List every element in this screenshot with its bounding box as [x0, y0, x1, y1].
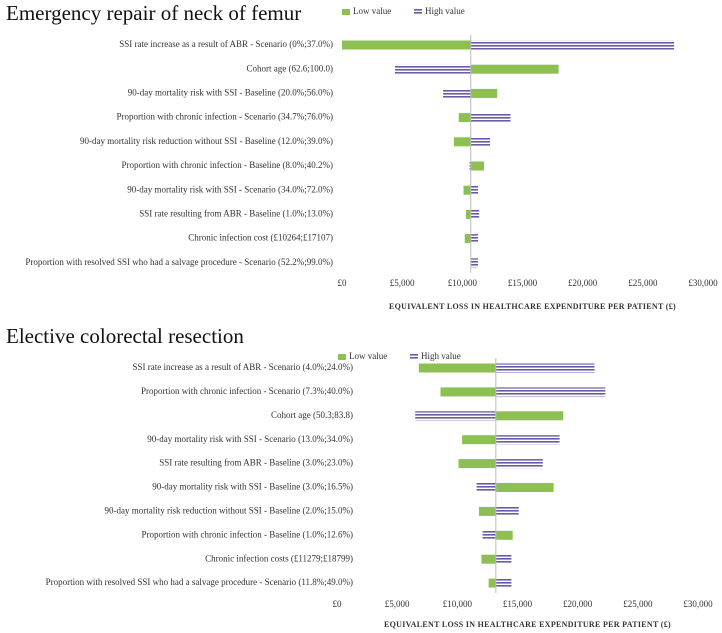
category-label: 90-day mortality risk reduction without … [80, 136, 333, 146]
category-label: SSI rate resulting from ABR - Baseline (… [159, 458, 353, 468]
bar [470, 185, 478, 195]
bar [495, 554, 512, 564]
bar [463, 185, 471, 195]
bar [482, 530, 496, 540]
bar [458, 459, 496, 469]
x-axis-label: EQUIVALENT LOSS IN HEALTHCARE EXPENDITUR… [389, 302, 676, 311]
x-tick-label: £0 [333, 599, 343, 609]
bar [470, 161, 484, 171]
legend-label: High value [425, 6, 465, 16]
bar [440, 387, 496, 397]
category-label: 90-day mortality risk with SSI - Scenari… [147, 434, 353, 444]
category-label: Proportion with chronic infection - Scen… [117, 112, 333, 122]
chart-title: Elective colorectal resection [6, 324, 244, 348]
category-label: SSI rate resulting from ABR - Baseline (… [139, 208, 333, 218]
category-label: Chronic infection costs (£11279;£18799) [205, 553, 353, 563]
bar [443, 88, 471, 98]
bar [495, 363, 595, 373]
legend-label: Low value [353, 6, 391, 16]
bar [470, 88, 498, 98]
bar [476, 483, 496, 492]
category-label: SSI rate increase as a result of ABR - S… [133, 362, 353, 372]
category-label: SSI rate increase as a result of ABR - S… [119, 39, 333, 49]
bar [415, 411, 496, 421]
bar [470, 64, 559, 74]
bar [464, 234, 471, 244]
legend-swatch [338, 354, 346, 360]
x-tick-label: £5,000 [385, 599, 410, 609]
x-tick-label: £20,000 [563, 599, 593, 609]
x-tick-label: £15,000 [508, 278, 538, 288]
bar [478, 506, 496, 516]
legend-label: Low value [349, 351, 387, 361]
bar [453, 137, 471, 147]
category-label: Cohort age (50.3;83.8) [271, 410, 353, 420]
legend-swatch [410, 354, 418, 360]
x-tick-label: £15,000 [503, 599, 533, 609]
bar [470, 137, 491, 147]
bar [495, 530, 513, 540]
bar [470, 209, 480, 219]
bar [470, 40, 675, 50]
bar [465, 209, 471, 219]
x-tick-label: £25,000 [628, 278, 658, 288]
bar [495, 578, 512, 588]
category-label: 90-day mortality risk reduction without … [105, 505, 353, 515]
bar [495, 483, 554, 492]
chart-title: Emergency repair of neck of femur [6, 1, 301, 25]
bar [469, 161, 471, 171]
bar [495, 435, 560, 445]
category-label: Proportion with resolved SSI who had a s… [46, 577, 353, 587]
x-tick-label: £10,000 [448, 278, 478, 288]
x-tick-label: £5,000 [390, 278, 415, 288]
legend-swatch [342, 9, 350, 15]
bar [495, 459, 543, 469]
bar [495, 506, 519, 516]
category-label: Proportion with chronic infection - Base… [142, 529, 353, 539]
legend-swatch [414, 9, 422, 15]
category-label: Cohort age (62.6;100.0) [247, 63, 333, 73]
bar [488, 578, 496, 588]
category-label: 90-day mortality risk with SSI - Baselin… [152, 482, 353, 492]
bar [470, 113, 511, 123]
x-tick-label: £10,000 [443, 599, 473, 609]
x-tick-label: £25,000 [623, 599, 653, 609]
x-axis-label: EQUIVALENT LOSS IN HEALTHCARE EXPENDITUR… [384, 620, 671, 629]
bar [470, 234, 478, 244]
category-label: 90-day mortality risk with SSI - Scenari… [127, 184, 333, 194]
bar [495, 411, 564, 421]
x-tick-label: £20,000 [568, 278, 598, 288]
bar [470, 258, 478, 268]
category-label: Chronic infection cost (£10264;£17107) [188, 233, 333, 243]
bar [394, 64, 471, 74]
category-label: 90-day mortality risk with SSI - Baselin… [128, 87, 333, 97]
x-tick-label: £30,000 [683, 599, 713, 609]
bar [481, 554, 496, 564]
legend-label: High value [421, 351, 461, 361]
bar [462, 435, 496, 445]
bar [495, 387, 606, 397]
x-tick-label: £30,000 [688, 278, 718, 288]
category-label: Proportion with chronic infection - Scen… [141, 386, 353, 396]
category-label: Proportion with chronic infection - Base… [122, 160, 333, 170]
bar [342, 40, 471, 50]
bar [418, 363, 496, 373]
bar [458, 113, 471, 123]
category-label: Proportion with resolved SSI who had a s… [25, 257, 333, 267]
x-tick-label: £0 [338, 278, 348, 288]
